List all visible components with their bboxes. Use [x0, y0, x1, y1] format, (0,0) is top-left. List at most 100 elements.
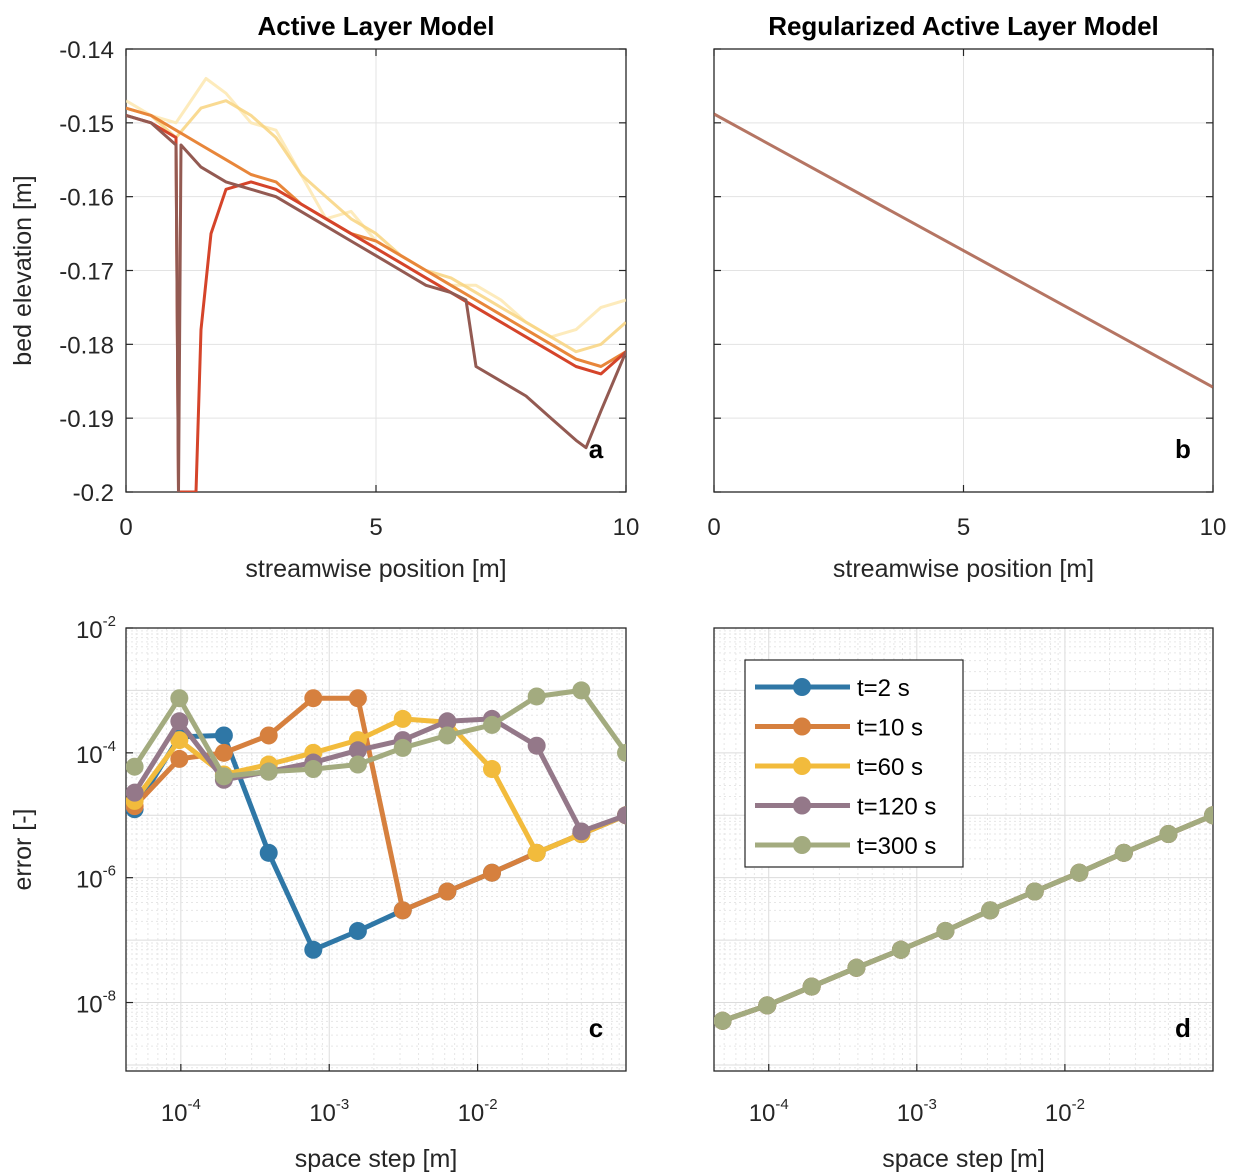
panel-a: 0 5 10 -0.14 -0.15 -0.16 -0.17 -0.18 -0.19 -0.2 Ac…: [9, 11, 639, 583]
data-point: [482, 863, 501, 882]
legend-label: t=2 s: [857, 675, 910, 702]
series-line: [126, 113, 626, 492]
axes-box: [125, 627, 627, 1072]
tick-exponent: -2: [1072, 1096, 1085, 1113]
data-point: [1070, 863, 1089, 882]
grid: [126, 627, 627, 1072]
tick-base: 10: [76, 742, 103, 769]
x-tick-label: 10-2: [458, 1096, 498, 1127]
data-point: [126, 757, 144, 776]
y-tick-label: -0.19: [59, 406, 114, 433]
y-axis-label: error [-]: [9, 809, 37, 891]
grid: [125, 48, 627, 493]
x-tick-label: 10: [1200, 514, 1227, 541]
tick-base: 10: [76, 867, 103, 894]
grid: [713, 48, 1214, 493]
data-point: [170, 749, 189, 768]
series-line: [126, 106, 626, 368]
panel-letter: a: [589, 434, 604, 464]
tick-base: 10: [1045, 1100, 1072, 1127]
legend-swatch-marker: [793, 717, 811, 736]
y-tick-label: -0.14: [59, 37, 114, 64]
plot-area: [714, 112, 1213, 389]
data-point: [1204, 806, 1213, 825]
series-t300s: [714, 806, 1213, 1030]
x-tick-label: 10-3: [897, 1096, 937, 1127]
y-tick-label: -0.18: [59, 332, 114, 359]
tick-exponent: -8: [103, 988, 116, 1005]
data-point: [259, 843, 278, 862]
data-point: [259, 726, 278, 745]
tick-base: 10: [897, 1100, 924, 1127]
legend-label: t=60 s: [857, 754, 923, 781]
tick-exponent: -3: [336, 1096, 349, 1113]
data-point: [126, 783, 144, 802]
x-axis-label: streamwise position [m]: [245, 555, 506, 583]
x-tick-label: 10-3: [309, 1096, 349, 1127]
y-axis-label: bed elevation [m]: [9, 175, 37, 365]
x-tick-label: 10-4: [749, 1096, 789, 1127]
series-line: [126, 99, 626, 354]
data-point: [438, 712, 457, 731]
data-point: [393, 901, 412, 920]
ticks: 10-4 10-3 10-210-210-410-610-8: [76, 613, 498, 1127]
data-point: [617, 806, 626, 825]
y-tick-label: 10-2: [76, 613, 116, 644]
tick-base: 10: [161, 1100, 188, 1127]
data-point: [936, 921, 955, 940]
plot-area: [126, 681, 626, 959]
data-point: [527, 687, 546, 706]
data-point: [214, 726, 233, 745]
data-point: [617, 743, 626, 762]
data-point: [714, 1011, 732, 1030]
tick-base: 10: [458, 1100, 485, 1127]
x-tick-label: 5: [957, 514, 970, 541]
panel-title: Active Layer Model: [258, 11, 495, 41]
data-point: [214, 743, 233, 762]
data-point: [482, 760, 501, 779]
panel-b: 0 5 10 Regularized Active Layer Model stream…: [707, 11, 1226, 583]
series-profile-3: [126, 113, 626, 492]
y-tick-label: 10-8: [76, 988, 116, 1019]
legend-swatch-marker: [793, 796, 811, 815]
series-profile-0: [714, 112, 1213, 389]
tick-exponent: -4: [188, 1096, 201, 1113]
x-tick-label: 10-4: [161, 1096, 201, 1127]
data-point: [1114, 843, 1133, 862]
panel-title: Regularized Active Layer Model: [768, 11, 1159, 41]
y-tick-label: -0.2: [73, 480, 114, 507]
y-tick-label: 10-6: [76, 863, 116, 894]
x-tick-label: 0: [119, 514, 132, 541]
tick-exponent: -6: [103, 863, 116, 880]
data-point: [348, 689, 367, 708]
data-point: [214, 767, 233, 786]
y-tick-label: 10-4: [76, 738, 116, 769]
data-point: [304, 689, 323, 708]
data-point: [304, 940, 323, 959]
legend-label: t=300 s: [857, 833, 936, 860]
ticks: 0 5 10: [707, 48, 1227, 541]
data-point: [348, 741, 367, 760]
x-tick-label: 10: [613, 514, 640, 541]
series-t10s: [126, 689, 626, 920]
tick-base: 10: [749, 1100, 776, 1127]
data-point: [348, 921, 367, 940]
data-point: [393, 738, 412, 757]
series-profile-1: [126, 99, 626, 354]
tick-exponent: -4: [103, 738, 116, 755]
tick-base: 10: [309, 1100, 336, 1127]
data-point: [393, 709, 412, 728]
axes-box: [713, 627, 1214, 1072]
data-point: [758, 996, 777, 1015]
legend: t=2 s t=10 s t=60 s t=120 s t=300 s: [744, 659, 964, 868]
data-point: [170, 712, 189, 731]
legend-swatch-marker: [793, 757, 811, 775]
panel-letter: d: [1175, 1013, 1191, 1043]
data-point: [891, 940, 910, 959]
x-axis-label: streamwise position [m]: [833, 555, 1094, 583]
data-point: [572, 822, 591, 841]
data-point: [170, 731, 189, 750]
x-axis-label: space step [m]: [882, 1145, 1045, 1173]
